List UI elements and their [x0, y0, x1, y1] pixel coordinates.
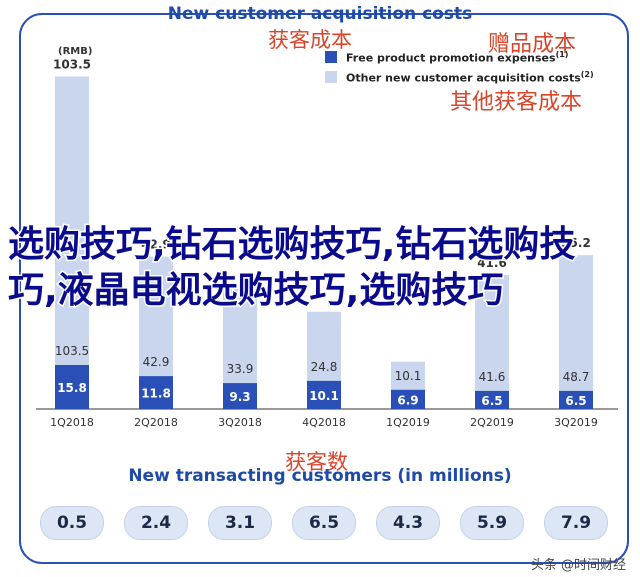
plot-area: 15.8 103.5 103.5 1Q2018 11.8 42.9 42.9 2Q2018 9.… [36, 58, 618, 429]
x-tick-label-3Q2018: 3Q2018 [218, 416, 262, 429]
x-tick-label-4Q2018: 4Q2018 [302, 416, 346, 429]
customer-count-4q2018: 6.5 [292, 506, 356, 540]
data-label-free-product-2Q2018: 11.8 [141, 387, 171, 401]
data-label-free-product-2Q2019: 6.5 [481, 394, 502, 408]
legend-label-free-product-cn: 赠品成本 [488, 32, 577, 57]
x-tick-label-1Q2018: 1Q2018 [50, 416, 94, 429]
chart-title: New customer acquisition costs [167, 4, 473, 24]
top-label-2Q2019: 41.6 [477, 256, 507, 270]
data-label-other-costs-2Q2018: 42.9 [143, 355, 170, 369]
data-label-other-costs-1Q2019: 10.1 [395, 369, 422, 383]
data-label-other-costs-1Q2018: 103.5 [55, 344, 89, 358]
legend-label-other-costs-cn: 其他获客成本 [450, 90, 583, 115]
chart-title-cn: 获客成本 [268, 28, 352, 52]
top-label-2Q2018: 42.9 [141, 238, 171, 252]
bar-free-product-2Q2019 [475, 390, 509, 409]
customer-count-3q2019: 7.9 [544, 506, 608, 540]
top-label-1Q2018: 103.5 [53, 58, 91, 72]
x-tick-label-3Q2019: 3Q2019 [554, 416, 598, 429]
source-watermark: 头条 @时间财经 [530, 558, 626, 573]
customer-count-2q2019: 5.9 [460, 506, 524, 540]
overlay-watermark-text: 选购技巧,钻石选购技巧,钻石选购技巧,液晶电视选购技巧,选购技巧 [7, 223, 577, 313]
bar-other-costs-3Q2018 [223, 288, 257, 384]
data-label-other-costs-2Q2019: 41.6 [479, 370, 506, 384]
bar-other-costs-2Q2018 [139, 256, 173, 377]
bar-free-product-1Q2018 [55, 364, 89, 409]
bottom-title: New transacting customers (in millions) [128, 466, 512, 486]
legend-swatch-free-product [325, 51, 337, 63]
bar-free-product-3Q2019 [559, 390, 593, 409]
bar-other-costs-1Q2018 [55, 76, 89, 365]
x-tick-label-1Q2019: 1Q2019 [386, 416, 430, 429]
data-label-free-product-3Q2019: 6.5 [565, 394, 586, 408]
bar-other-costs-3Q2019 [559, 255, 593, 391]
customer-count-3q2018: 3.1 [208, 506, 272, 540]
data-label-free-product-1Q2019: 6.9 [397, 393, 418, 407]
bar-free-product-4Q2018 [307, 380, 341, 409]
bar-free-product-1Q2019 [391, 389, 425, 409]
legend-swatch-other-costs [325, 71, 337, 83]
x-tick-label-2Q2019: 2Q2019 [470, 416, 514, 429]
data-label-other-costs-4Q2018: 24.8 [311, 360, 338, 374]
top-label-3Q2019: 55.2 [561, 236, 591, 250]
data-label-other-costs-3Q2018: 33.9 [227, 362, 254, 376]
bar-other-costs-4Q2018 [307, 311, 341, 381]
legend-label-free-product: Free product promotion expenses(1) [346, 50, 569, 65]
customer-count-1q2018: 0.5 [40, 506, 104, 540]
x-tick-label-2Q2018: 2Q2018 [134, 416, 178, 429]
legend-label-other-costs: Other new customer acquisition costs(2) [346, 70, 594, 85]
data-label-free-product-1Q2018: 15.8 [57, 381, 87, 395]
bar-other-costs-2Q2019 [475, 274, 509, 391]
customer-count-2q2018: 2.4 [124, 506, 188, 540]
bar-free-product-3Q2018 [223, 383, 257, 409]
bar-other-costs-1Q2019 [391, 361, 425, 390]
data-label-free-product-4Q2018: 10.1 [309, 389, 339, 403]
bottom-title-cn: 获客数 [285, 450, 348, 474]
data-label-other-costs-3Q2019: 48.7 [563, 370, 590, 384]
customer-count-1q2019: 4.3 [376, 506, 440, 540]
customer-count-row: 0.5 2.4 3.1 6.5 4.3 5.9 7.9 [40, 506, 610, 540]
unit-label: (RMB) [58, 46, 93, 57]
data-label-free-product-3Q2018: 9.3 [229, 390, 250, 404]
bar-free-product-2Q2018 [139, 376, 173, 409]
